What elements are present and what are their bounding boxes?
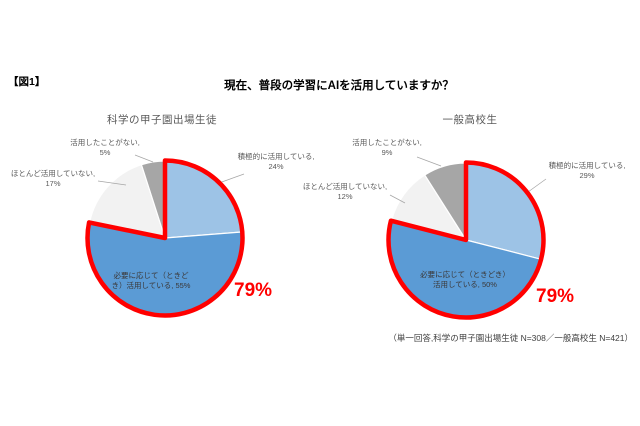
leader-line (97, 180, 127, 186)
label-rarely-used: ほとんど活用していない, 17% (10, 169, 96, 189)
leader-line (218, 173, 245, 184)
label-actively-used: 積極的に活用している, 29% (548, 161, 626, 181)
pie-slice-2 (88, 164, 166, 239)
label-never-used: 活用したことがない, 9% (352, 138, 422, 158)
label-sometimes-used: 必要に応じて（ときど き）活用している, 55% (111, 271, 191, 291)
label-actively-used: 積極的に活用している, 24% (237, 152, 315, 172)
leader-line (527, 178, 547, 193)
label-sometimes-used: 必要に応じて（ときどき） 活用している, 50% (420, 270, 510, 290)
highlight-percent: 79% (536, 286, 575, 307)
leader-line (134, 154, 154, 163)
chart-science-koshien-students: 科学の甲子園出場生徒 活用したことがない, 5% ほとんど活用していない, 17… (0, 105, 320, 345)
figure-label: 【図1】 (8, 76, 46, 88)
leader-line (389, 194, 406, 204)
highlight-outline-79pct (85, 158, 245, 318)
chart-title: 科学の甲子園出場生徒 (107, 114, 217, 126)
highlight-outline-79pct (386, 160, 546, 320)
highlight-percent: 79% (234, 280, 273, 301)
pie-svg-science-koshien (85, 154, 245, 318)
pie-svg-general-highschool (386, 156, 547, 320)
chart-general-highschool-students: 一般高校生 活用したことがない, 9% ほとんど活用していない, 12% 積極的… (290, 105, 640, 345)
page-title: 現在、普段の学習にAIを活用していますか？ (224, 80, 454, 92)
chart-title: 一般高校生 (442, 114, 498, 126)
survey-note: （単一回答,科学の甲子園出場生徒 N=308／一般高校生 N=421） (388, 333, 633, 343)
leader-line (416, 156, 442, 167)
label-never-used: 活用したことがない, 5% (70, 138, 140, 158)
label-rarely-used: ほとんど活用していない, 12% (302, 182, 388, 202)
